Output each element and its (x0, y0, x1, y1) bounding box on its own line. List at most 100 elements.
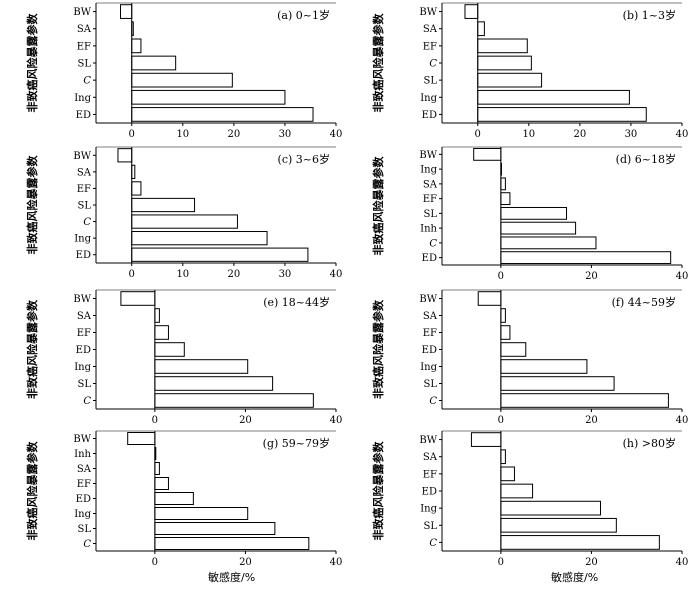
x-tick-label: 20 (574, 129, 587, 140)
bar-bw (464, 4, 479, 19)
bar-ed (154, 342, 185, 357)
bar-ing (154, 507, 249, 520)
x-axis-label-left: 敏感度/% (208, 571, 256, 584)
bar-bw (477, 291, 502, 306)
bar-sa (477, 21, 485, 37)
category-label: SL (78, 201, 92, 212)
x-tick-label: 10 (176, 129, 189, 140)
bar-ef (131, 38, 142, 54)
category-label: ED (422, 345, 437, 356)
x-axis-label-right: 敏感度/% (551, 571, 599, 584)
panel-title: (c) 3~6岁 (278, 152, 330, 166)
x-tick-label: 0 (152, 415, 158, 426)
bar-ed (500, 483, 534, 499)
y-axis-label: 非致癌风险暴露参数 (25, 155, 39, 255)
bar-sl (477, 72, 543, 88)
y-axis-label: 非致癌风险暴露参数 (371, 441, 385, 541)
bar-sl (154, 376, 274, 391)
bar-ef (500, 466, 515, 482)
bar-sl (500, 206, 568, 220)
bar-ed (477, 107, 647, 122)
panel-title: (e) 18~44岁 (263, 295, 330, 309)
panel-title: (g) 59~79岁 (263, 436, 330, 450)
x-tick-label: 30 (625, 129, 638, 140)
bar-ef (154, 477, 169, 490)
x-tick-label: 0 (129, 269, 135, 280)
bar-c (131, 214, 238, 229)
category-label: Ing (420, 362, 437, 373)
category-label: SA (423, 311, 438, 322)
chart-panel-3: 0 10 20 30 40 BW SA EF SL C Ing ED (c) 3~6岁 非致癌风险暴露参数 (25, 146, 342, 280)
chart-panel-7: 0 20 40 BW Inh SA EF ED Ing SL C (g) 59~79岁 非致癌风险暴露参… (25, 430, 343, 568)
category-label: BW (419, 294, 437, 305)
x-tick-label: 30 (279, 269, 292, 280)
category-label: Ing (74, 362, 91, 373)
category-label: SL (424, 76, 438, 87)
panel-title: (b) 1~3岁 (623, 8, 676, 22)
bar-sl (500, 517, 617, 533)
bar-ed (154, 492, 194, 505)
category-label: Ing (420, 93, 437, 104)
bar-ing (131, 231, 268, 246)
x-tick-label: 30 (279, 129, 292, 140)
category-label: Ing (74, 509, 91, 520)
bar-ing (154, 359, 249, 374)
x-tick-label: 40 (676, 129, 689, 140)
bar-sl (154, 522, 276, 535)
bar-ing (500, 500, 601, 516)
x-tick-label: 20 (228, 269, 241, 280)
category-label: SA (77, 311, 92, 322)
bar-sa (500, 449, 506, 465)
category-label: BW (73, 7, 91, 18)
x-tick-label: 20 (228, 129, 241, 140)
category-label: ED (76, 345, 91, 356)
category-label: C (83, 217, 91, 228)
x-tick-label: 0 (152, 557, 158, 568)
category-label: SA (423, 24, 438, 35)
bar-ing (500, 359, 588, 374)
y-axis-label: 非致癌风险暴露参数 (25, 13, 39, 113)
category-label: BW (73, 294, 91, 305)
bar-ed (500, 251, 672, 265)
category-label: Ing (420, 504, 437, 515)
x-tick-label: 40 (330, 557, 343, 568)
chart-panel-5: 0 20 40 BW SA EF ED Ing SL C (e) 18~44岁 非致癌风险暴露参数 (25, 289, 342, 426)
category-label: SL (424, 379, 438, 390)
bar-inh (500, 221, 577, 235)
bar-ing (131, 89, 286, 105)
x-tick-label: 10 (522, 129, 535, 140)
chart-panel-1: 0 10 20 30 40 BW SA EF SL C Ing ED (a) 0~1岁 非致癌风险暴露参数 (25, 2, 342, 140)
category-label: ED (422, 253, 437, 264)
chart-panel-2: 0 10 20 30 40 BW SA EF C SL Ing ED (b) 1~3岁 非致癌风险暴露参数 (371, 2, 689, 140)
category-label: ED (76, 494, 91, 505)
category-label: C (83, 76, 91, 87)
bar-sa (154, 308, 160, 323)
category-label: Ing (74, 234, 91, 245)
x-tick-label: 10 (176, 269, 189, 280)
category-label: SL (78, 524, 92, 535)
category-label: SL (78, 379, 92, 390)
category-label: Ing (74, 93, 91, 104)
category-label: EF (77, 41, 91, 52)
category-label: ED (76, 250, 91, 261)
bar-c (500, 236, 597, 250)
bar-bw (470, 432, 502, 447)
x-tick-label: 20 (239, 415, 252, 426)
x-tick-label: 40 (676, 557, 689, 568)
bar-bw (473, 147, 502, 161)
x-tick-label: 20 (239, 557, 252, 568)
category-label: ED (422, 110, 437, 121)
bar-bw (120, 291, 156, 306)
y-axis-label: 非致癌风险暴露参数 (371, 13, 385, 113)
category-label: SL (424, 209, 438, 220)
category-label: SL (78, 59, 92, 70)
bar-c (500, 535, 660, 550)
x-tick-label: 0 (498, 271, 504, 282)
bar-c (500, 393, 669, 408)
x-tick-label: 20 (585, 557, 598, 568)
x-tick-label: 20 (585, 271, 598, 282)
x-tick-label: 0 (129, 129, 135, 140)
panel-title: (d) 6~18岁 (616, 152, 676, 166)
category-label: Inh (420, 224, 437, 235)
category-label: EF (423, 194, 437, 205)
